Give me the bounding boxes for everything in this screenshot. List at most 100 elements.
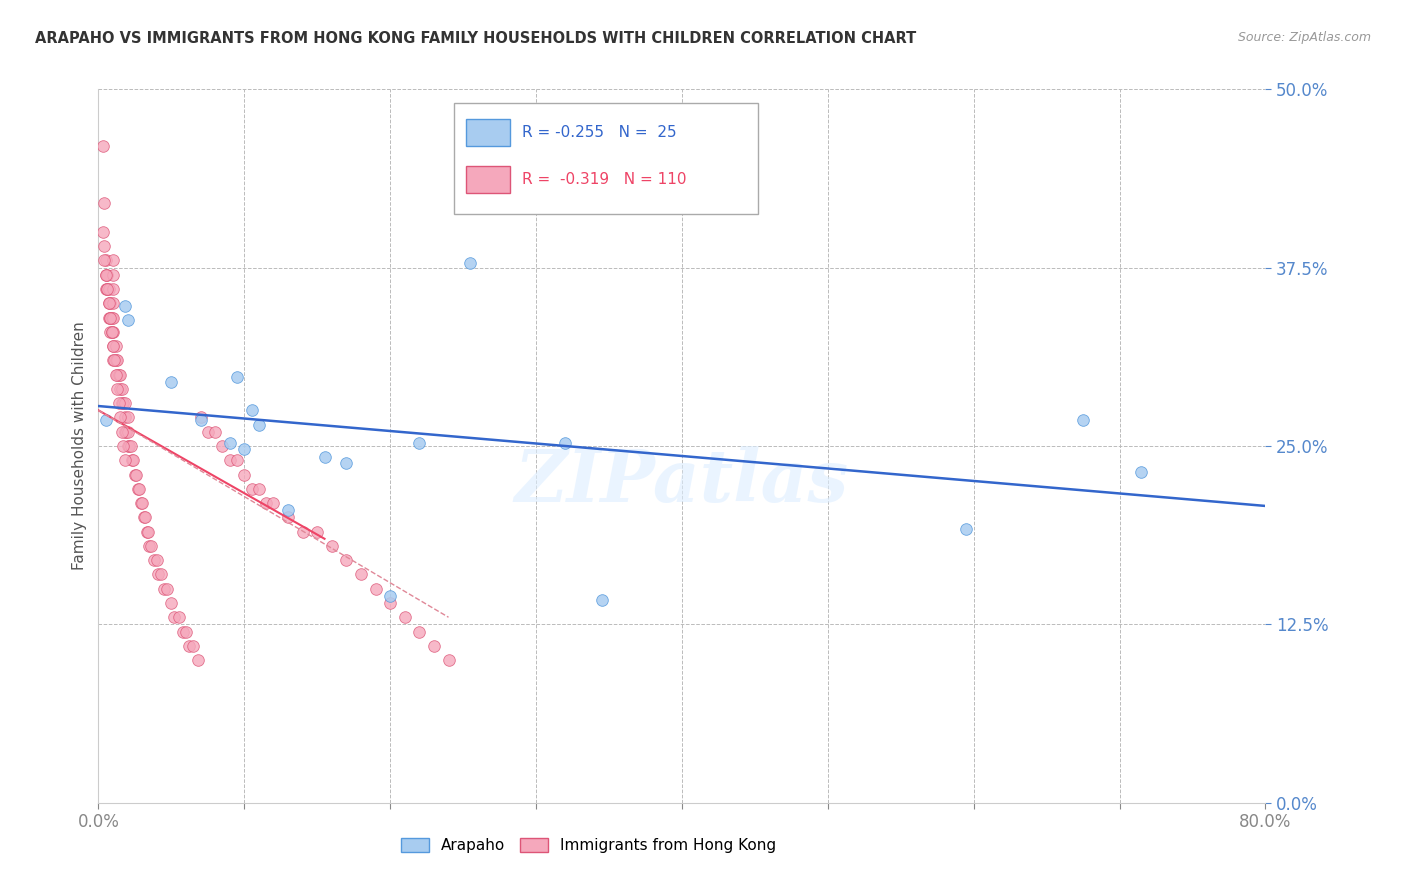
Point — [591, 593, 613, 607]
Point — [122, 453, 145, 467]
Point — [380, 596, 402, 610]
Point — [101, 339, 124, 353]
Point — [101, 296, 124, 310]
Point — [118, 439, 141, 453]
Point — [112, 396, 135, 410]
Point — [142, 553, 165, 567]
Point — [108, 368, 131, 382]
Point — [955, 522, 977, 536]
Point — [94, 253, 117, 268]
FancyBboxPatch shape — [465, 166, 510, 193]
Point — [262, 496, 284, 510]
Point — [96, 268, 118, 282]
Point — [335, 456, 357, 470]
Point — [423, 639, 446, 653]
Point — [110, 410, 132, 425]
Point — [105, 382, 128, 396]
Point — [153, 582, 176, 596]
Point — [174, 624, 197, 639]
Point — [114, 453, 136, 467]
Point — [124, 467, 146, 482]
Point — [247, 482, 270, 496]
Point — [554, 436, 576, 450]
Point — [103, 353, 125, 368]
Point — [277, 510, 299, 524]
Point — [111, 396, 134, 410]
Point — [233, 467, 256, 482]
Point — [1130, 465, 1153, 479]
Text: Source: ZipAtlas.com: Source: ZipAtlas.com — [1237, 31, 1371, 45]
Point — [1071, 413, 1094, 427]
Point — [93, 253, 115, 268]
Point — [160, 375, 183, 389]
Point — [167, 610, 190, 624]
Point — [98, 296, 121, 310]
Point — [101, 310, 124, 325]
Point — [187, 653, 209, 667]
Point — [460, 256, 482, 270]
Point — [125, 467, 148, 482]
Point — [112, 439, 135, 453]
Point — [150, 567, 173, 582]
Point — [163, 610, 186, 624]
Point — [335, 553, 357, 567]
Legend: Arapaho, Immigrants from Hong Kong: Arapaho, Immigrants from Hong Kong — [395, 831, 782, 859]
Point — [105, 368, 128, 382]
Text: ARAPAHO VS IMMIGRANTS FROM HONG KONG FAMILY HOUSEHOLDS WITH CHILDREN CORRELATION: ARAPAHO VS IMMIGRANTS FROM HONG KONG FAM… — [35, 31, 917, 46]
Point — [101, 253, 124, 268]
Point — [96, 282, 118, 296]
Point — [117, 439, 139, 453]
Point — [437, 653, 460, 667]
Text: R =  -0.319   N = 110: R = -0.319 N = 110 — [522, 171, 686, 186]
Point — [132, 510, 155, 524]
Point — [91, 139, 114, 153]
Point — [111, 382, 134, 396]
Point — [350, 567, 373, 582]
Point — [94, 282, 117, 296]
FancyBboxPatch shape — [454, 103, 758, 214]
Point — [138, 539, 160, 553]
Point — [100, 310, 122, 325]
Point — [291, 524, 314, 539]
Point — [380, 589, 402, 603]
Point — [97, 282, 120, 296]
Point — [160, 596, 183, 610]
FancyBboxPatch shape — [465, 120, 510, 146]
Point — [247, 417, 270, 432]
Point — [105, 353, 128, 368]
Point — [277, 503, 299, 517]
Point — [100, 325, 122, 339]
Point — [114, 410, 136, 425]
Point — [114, 396, 136, 410]
Point — [111, 425, 134, 439]
Point — [98, 310, 121, 325]
Point — [148, 567, 170, 582]
Point — [128, 482, 150, 496]
Point — [104, 368, 127, 382]
Point — [121, 453, 143, 467]
Point — [218, 453, 240, 467]
Point — [94, 268, 117, 282]
Point — [110, 382, 132, 396]
Point — [97, 296, 120, 310]
Point — [190, 413, 212, 427]
Point — [110, 368, 132, 382]
Point — [204, 425, 226, 439]
Point — [321, 539, 343, 553]
Point — [93, 196, 115, 211]
Point — [108, 396, 131, 410]
Point — [127, 482, 149, 496]
Point — [408, 436, 430, 450]
Point — [101, 282, 124, 296]
Point — [98, 325, 121, 339]
Y-axis label: Family Households with Children: Family Households with Children — [72, 322, 87, 570]
Point — [226, 453, 249, 467]
Point — [114, 299, 136, 313]
Point — [135, 524, 157, 539]
Text: R = -0.255   N =  25: R = -0.255 N = 25 — [522, 125, 676, 140]
Point — [101, 325, 124, 339]
Point — [98, 310, 121, 325]
Point — [94, 413, 117, 427]
Point — [114, 425, 136, 439]
Point — [104, 353, 127, 368]
